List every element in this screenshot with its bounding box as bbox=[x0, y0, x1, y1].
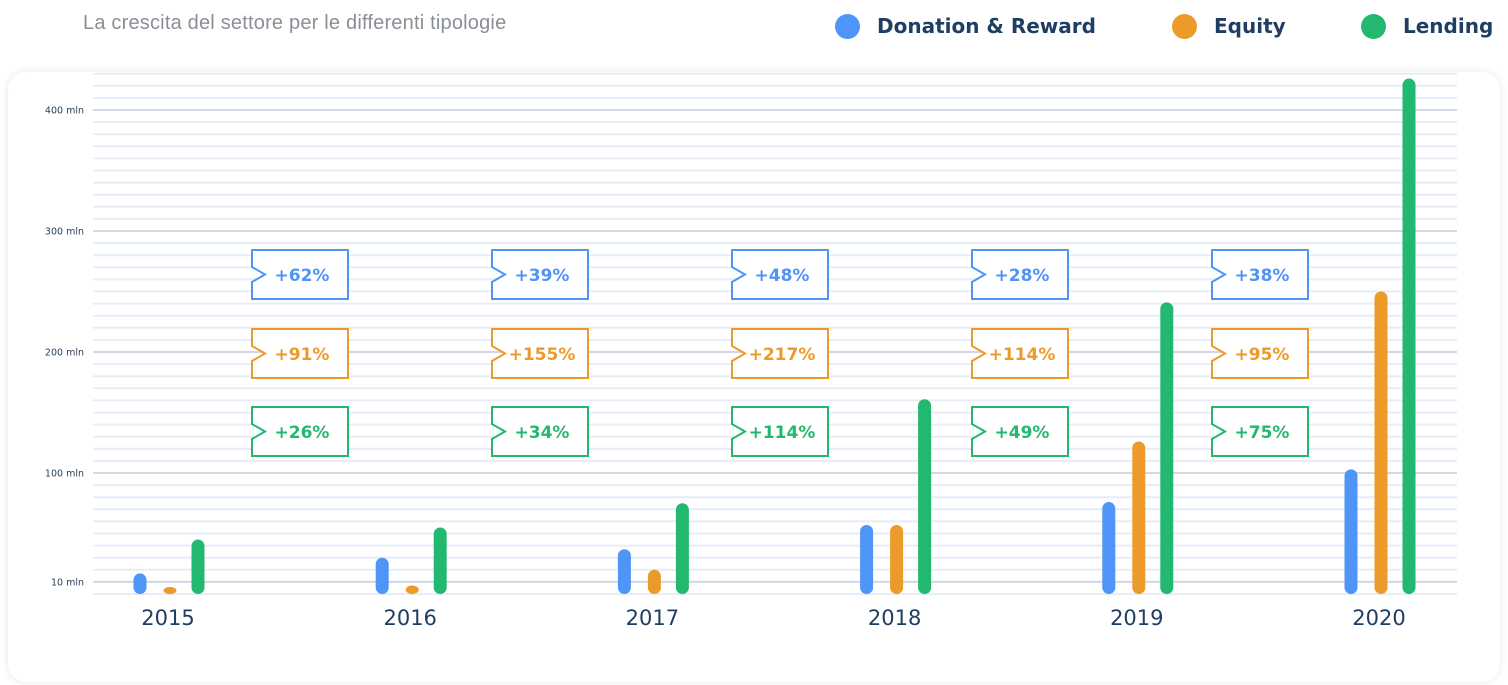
growth-badge-lending: +114% bbox=[731, 406, 829, 457]
growth-badge-donation: +62% bbox=[251, 249, 349, 300]
growth-badge-equity: +155% bbox=[491, 328, 589, 379]
legend-label: Donation & Reward bbox=[877, 14, 1096, 38]
x-tick-label: 2020 bbox=[1352, 606, 1405, 630]
growth-badge-frame bbox=[731, 328, 829, 379]
growth-badge-frame bbox=[731, 406, 829, 457]
growth-label: +28% bbox=[995, 266, 1050, 286]
growth-badge-frame bbox=[1211, 249, 1309, 300]
growth-label: +217% bbox=[749, 345, 816, 365]
y-tick-label: 10 mln bbox=[51, 577, 84, 588]
bar-donation-2019 bbox=[1102, 502, 1116, 594]
growth-label: +62% bbox=[275, 266, 330, 286]
bar-donation-2015 bbox=[133, 573, 147, 594]
growth-badge-frame bbox=[251, 249, 349, 300]
bar-lending-2018 bbox=[918, 399, 932, 594]
bar-donation-2016 bbox=[375, 557, 389, 594]
x-tick-label: 2015 bbox=[141, 606, 194, 630]
growth-label: +75% bbox=[1235, 423, 1290, 443]
growth-label: +38% bbox=[1235, 266, 1290, 286]
growth-badge-lending: +75% bbox=[1211, 406, 1309, 457]
growth-badge-frame bbox=[491, 406, 589, 457]
growth-label: +26% bbox=[275, 423, 330, 443]
legend-label: Lending bbox=[1403, 14, 1494, 38]
growth-badge-equity: +114% bbox=[971, 328, 1069, 379]
growth-label: +49% bbox=[995, 423, 1050, 443]
bar-equity-2017 bbox=[647, 569, 661, 594]
growth-badge-frame bbox=[971, 406, 1069, 457]
bar-equity-2018 bbox=[890, 525, 904, 594]
bar-lending-2017 bbox=[675, 503, 689, 594]
growth-badge-equity: +95% bbox=[1211, 328, 1309, 379]
growth-label: +91% bbox=[275, 345, 330, 365]
growth-badge-lending: +49% bbox=[971, 406, 1069, 457]
bar-equity-2019 bbox=[1132, 441, 1146, 594]
x-tick-label: 2019 bbox=[1110, 606, 1163, 630]
bar-lending-2020 bbox=[1402, 78, 1416, 595]
bar-equity-2016 bbox=[405, 585, 419, 594]
bar-lending-2015 bbox=[191, 539, 205, 594]
x-tick-label: 2018 bbox=[868, 606, 921, 630]
bar-equity-2020 bbox=[1374, 291, 1388, 594]
bar-lending-2019 bbox=[1160, 302, 1174, 594]
y-tick-label: 400 mln bbox=[45, 106, 84, 117]
growth-badge-donation: +28% bbox=[971, 249, 1069, 300]
legend-item-donation: Donation & Reward bbox=[835, 10, 1096, 42]
growth-badge-equity: +91% bbox=[251, 328, 349, 379]
growth-badge-frame bbox=[1211, 328, 1309, 379]
bar-donation-2017 bbox=[617, 549, 631, 594]
growth-badge-frame bbox=[251, 328, 349, 379]
growth-label: +48% bbox=[755, 266, 810, 286]
x-tick-label: 2016 bbox=[383, 606, 436, 630]
growth-badge-donation: +48% bbox=[731, 249, 829, 300]
growth-badge-frame bbox=[491, 328, 589, 379]
y-tick-label: 300 mln bbox=[45, 227, 84, 238]
growth-badge-lending: +26% bbox=[251, 406, 349, 457]
growth-badge-donation: +38% bbox=[1211, 249, 1309, 300]
growth-badge-equity: +217% bbox=[731, 328, 829, 379]
legend-item-equity: Equity bbox=[1172, 10, 1286, 42]
growth-badge-frame bbox=[971, 328, 1069, 379]
chart-title: La crescita del settore per le different… bbox=[83, 12, 507, 34]
growth-label: +39% bbox=[515, 266, 570, 286]
legend-label: Equity bbox=[1214, 14, 1286, 38]
lending-dot-icon bbox=[1361, 13, 1386, 39]
y-tick-label: 200 mln bbox=[45, 348, 84, 359]
growth-badge-frame bbox=[251, 406, 349, 457]
bar-lending-2016 bbox=[433, 527, 447, 594]
growth-label: +155% bbox=[509, 345, 576, 365]
growth-label: +114% bbox=[989, 345, 1056, 365]
growth-label: +34% bbox=[515, 423, 570, 443]
growth-badge-frame bbox=[491, 249, 589, 300]
growth-badge-frame bbox=[731, 249, 829, 300]
y-tick-label: 100 mln bbox=[45, 469, 84, 480]
growth-label: +95% bbox=[1235, 345, 1290, 365]
growth-badge-lending: +34% bbox=[491, 406, 589, 457]
growth-badge-donation: +39% bbox=[491, 249, 589, 300]
growth-badge-frame bbox=[971, 249, 1069, 300]
equity-dot-icon bbox=[1172, 13, 1197, 39]
growth-label: +114% bbox=[749, 423, 816, 443]
bar-donation-2018 bbox=[860, 525, 874, 594]
growth-badge-frame bbox=[1211, 406, 1309, 457]
bar-equity-2015 bbox=[163, 587, 177, 594]
legend: Donation & Reward Equity Lending bbox=[0, 10, 1508, 42]
legend-item-lending: Lending bbox=[1361, 10, 1493, 42]
x-tick-label: 2017 bbox=[626, 606, 679, 630]
donation-dot-icon bbox=[835, 13, 860, 39]
bar-donation-2020 bbox=[1344, 469, 1358, 594]
